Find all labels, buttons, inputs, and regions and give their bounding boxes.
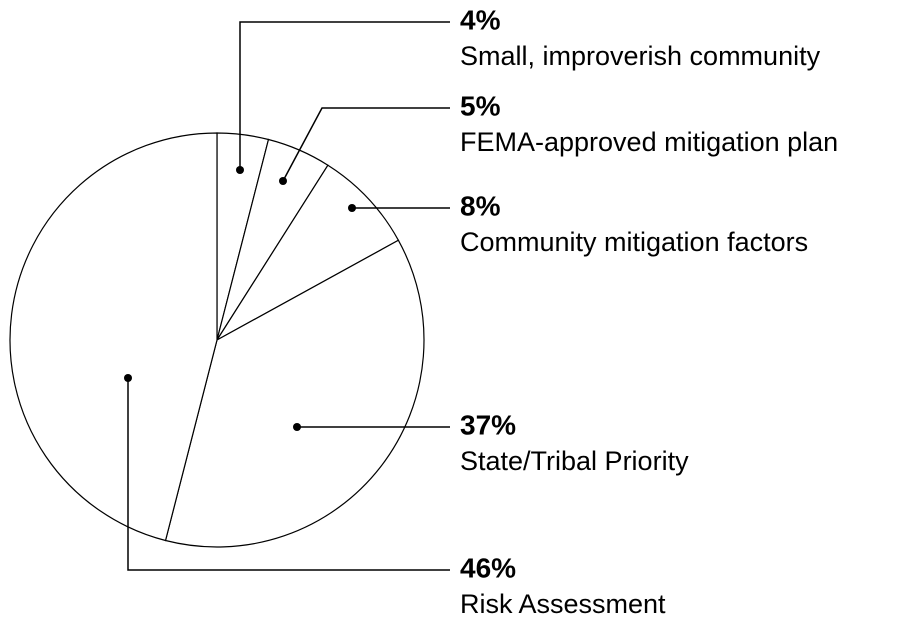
- pie-slice: [9, 132, 218, 542]
- leader-line: [127, 378, 450, 571]
- value-label: 4%: [460, 4, 501, 35]
- category-label: Risk Assessment: [460, 589, 666, 619]
- value-label: 5%: [460, 90, 501, 121]
- value-label: 8%: [460, 190, 501, 221]
- value-label: 37%: [460, 409, 516, 440]
- leader-line: [282, 107, 450, 182]
- leader-line: [239, 21, 450, 170]
- leader-dot: [236, 166, 244, 174]
- leader-dot: [279, 177, 287, 185]
- category-label: State/Tribal Priority: [460, 446, 689, 476]
- pie-slice: [164, 239, 425, 548]
- leader-dot: [124, 374, 132, 382]
- category-label: Small, improverish community: [460, 41, 821, 71]
- category-label: Community mitigation factors: [460, 227, 808, 257]
- leader-dot: [348, 204, 356, 212]
- category-label: FEMA-approved mitigation plan: [460, 127, 838, 157]
- value-label: 46%: [460, 552, 516, 583]
- leader-dot: [293, 423, 301, 431]
